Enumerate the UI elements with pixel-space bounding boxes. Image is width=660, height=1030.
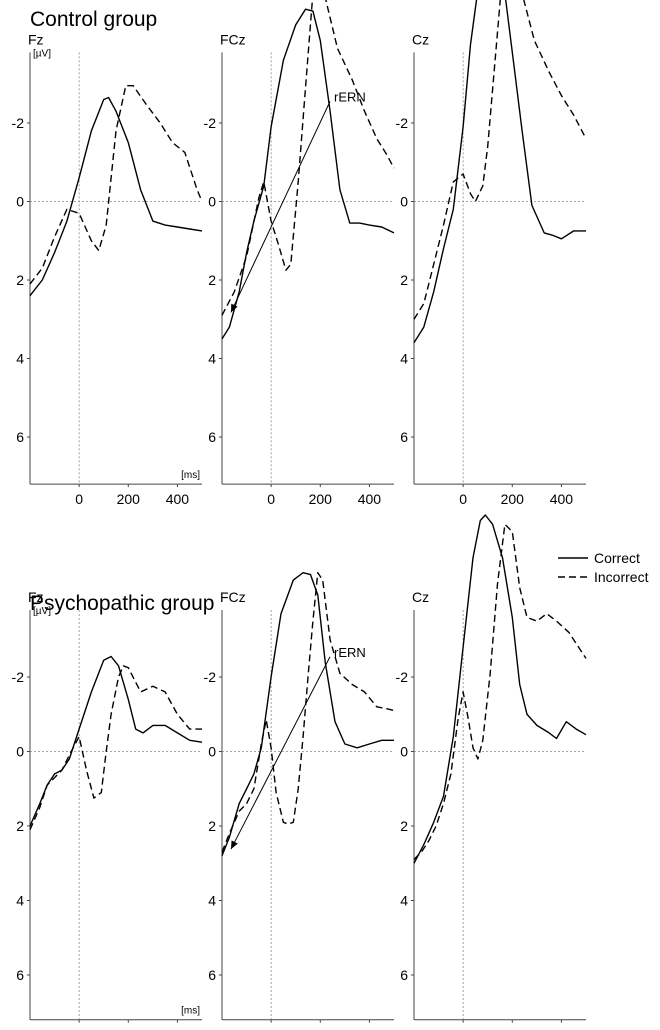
x-unit-label: [ms] [181,1006,200,1017]
panel-1-1: FCz -2 0 2 4 6 0 200 400 rERN [204,572,395,1030]
y-tick-label: 2 [400,272,408,288]
panel-1-2: Cz -2 0 2 4 6 0 200 400 [396,514,587,1030]
series-incorrect-line [29,85,203,285]
rern-arrow-head [231,303,238,313]
control-group-title: Control group [30,8,157,31]
rern-arrow-head [231,840,238,850]
y-tick-label: -2 [204,115,217,131]
x-unit-label: [ms] [181,470,200,481]
legend-incorrect-label: Incorrect [594,569,649,585]
y-tick-label: 4 [400,893,408,909]
x-tick-label: 200 [117,491,141,507]
x-tick-label: 0 [267,1027,275,1030]
y-tick-label: 0 [16,194,24,210]
series-correct-line [29,655,203,827]
y-tick-label: 4 [16,351,24,367]
series-incorrect-line [413,523,587,860]
electrode-label: FCz [220,589,246,605]
legend-correct-label: Correct [594,550,640,566]
y-tick-label: 2 [400,818,408,834]
y-tick-label: -2 [204,669,217,685]
y-tick-label: 0 [400,744,408,760]
y-tick-label: 6 [400,967,408,983]
rern-annotation: rERN [334,645,366,660]
x-tick-label: 200 [501,1027,525,1030]
series-incorrect-line [221,0,395,316]
panel-1-0: Fz[µV] -2 0 2 4 6 0 200 400 [ms] [12,589,203,1030]
y-tick-label: -2 [12,669,25,685]
y-tick-label: 6 [16,429,24,445]
y-tick-label: -2 [396,115,409,131]
series-correct-line [221,8,395,340]
panel-0-0: Fz[µV] -2 0 2 4 6 0 200 400 [ms] [12,31,203,507]
y-tick-label: 4 [208,351,216,367]
electrode-label: Cz [412,31,429,47]
panel-0-1: FCz -2 0 2 4 6 0 200 400 rERN [204,0,395,507]
x-tick-label: 0 [267,491,275,507]
x-tick-label: 200 [117,1027,141,1030]
x-tick-label: 0 [75,1027,83,1030]
y-tick-label: 4 [16,893,24,909]
y-tick-label: 2 [208,272,216,288]
x-tick-label: 400 [166,491,190,507]
x-tick-label: 200 [309,1027,333,1030]
series-incorrect-line [221,572,395,853]
y-tick-label: 2 [208,818,216,834]
x-tick-label: 400 [550,491,574,507]
legend: Correct Incorrect [558,550,649,585]
series-incorrect-line [413,0,587,320]
y-tick-label: 0 [16,744,24,760]
y-tick-label: 0 [208,194,216,210]
y-tick-label: -2 [12,115,25,131]
series-correct-line [413,514,587,864]
y-tick-label: 0 [400,194,408,210]
y-tick-label: -2 [396,669,409,685]
series-correct-line [29,96,203,297]
y-tick-label: 6 [16,967,24,983]
y-tick-label: 2 [16,272,24,288]
rern-arrow-line [230,656,331,850]
electrode-label: FCz [220,31,246,47]
x-tick-label: 0 [75,491,83,507]
series-correct-line [221,572,394,857]
psychopathic-group-title: Psychopathic group [30,592,214,615]
series-incorrect-line [29,665,202,830]
series-correct-line [413,0,586,344]
electrode-label: Fz [28,31,44,47]
x-tick-label: 400 [166,1027,190,1030]
x-tick-label: 0 [459,1027,467,1030]
y-tick-label: 4 [400,351,408,367]
panel-0-2: Cz -2 0 2 4 6 0 200 400 [396,0,587,507]
y-tick-label: 6 [208,967,216,983]
y-tick-label: 2 [16,818,24,834]
x-tick-label: 0 [459,491,467,507]
y-tick-label: 0 [208,744,216,760]
y-unit-label: [µV] [33,606,51,617]
electrode-label: Cz [412,589,429,605]
y-tick-label: 6 [400,429,408,445]
y-tick-label: 4 [208,893,216,909]
x-tick-label: 400 [358,1027,382,1030]
rern-arrow-line [230,101,331,313]
y-unit-label: [µV] [33,48,51,59]
x-tick-label: 400 [358,491,382,507]
y-tick-label: 6 [208,429,216,445]
x-tick-label: 200 [501,491,525,507]
electrode-label: Fz [28,589,44,605]
rern-annotation: rERN [334,89,366,104]
x-tick-label: 200 [309,491,333,507]
x-tick-label: 400 [550,1027,574,1030]
